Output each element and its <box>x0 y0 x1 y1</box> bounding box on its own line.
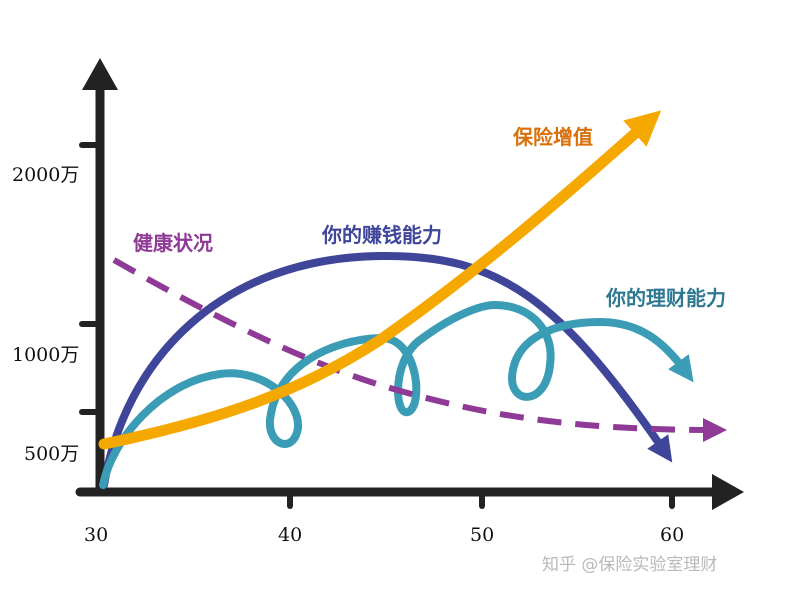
x-tick-label-30: 30 <box>84 524 108 546</box>
x-tick-label-40: 40 <box>278 524 302 546</box>
y-tick-label-2000: 2000万 <box>12 164 79 186</box>
watermark: 知乎 @保险实验室理财 <box>542 555 718 575</box>
series-label-insurance-value: 保险增值 <box>512 125 593 149</box>
axes <box>75 58 744 510</box>
x-tick-label-50: 50 <box>470 524 494 546</box>
y-tick-marks <box>79 142 103 415</box>
series-line-insurance-value <box>98 110 662 450</box>
x-tick-marks <box>287 489 675 509</box>
series-line-wealth-management <box>99 301 694 489</box>
x-tick-label-60: 60 <box>660 524 684 546</box>
series-label-earning-ability: 你的赚钱能力 <box>321 223 442 247</box>
series-line-earning-ability <box>100 251 673 489</box>
x-axis-arrow <box>712 474 744 510</box>
y-tick-label-1000: 1000万 <box>12 344 79 366</box>
y-tick-label-500: 500万 <box>24 443 79 465</box>
series-label-wealth-management: 你的理财能力 <box>605 286 726 310</box>
y-axis-arrow <box>82 58 118 90</box>
series-line-health <box>112 257 727 442</box>
series-label-health: 健康状况 <box>133 231 213 255</box>
